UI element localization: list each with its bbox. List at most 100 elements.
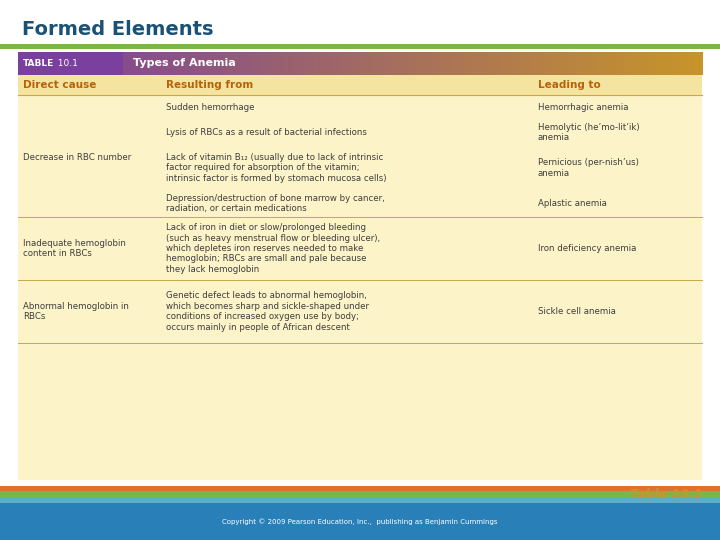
Bar bbox=[395, 52, 397, 75]
Bar bbox=[212, 52, 215, 75]
Bar bbox=[700, 52, 703, 75]
Bar bbox=[608, 52, 612, 75]
Bar bbox=[399, 52, 402, 75]
Bar bbox=[442, 52, 446, 75]
Bar bbox=[237, 52, 240, 75]
Text: Depression/destruction of bone marrow by cancer,
radiation, or certain medicatio: Depression/destruction of bone marrow by… bbox=[166, 194, 384, 213]
Bar bbox=[125, 52, 128, 75]
Bar bbox=[200, 52, 204, 75]
Bar bbox=[626, 52, 630, 75]
Bar bbox=[616, 52, 618, 75]
Bar bbox=[310, 52, 313, 75]
Bar bbox=[287, 52, 290, 75]
Bar bbox=[624, 52, 628, 75]
Bar bbox=[565, 52, 569, 75]
Bar bbox=[63, 52, 67, 75]
Bar bbox=[109, 52, 112, 75]
Bar bbox=[552, 52, 555, 75]
Bar bbox=[362, 52, 366, 75]
Bar bbox=[82, 52, 85, 75]
Bar bbox=[325, 52, 329, 75]
Text: Genetic defect leads to abnormal hemoglobin,
which becomes sharp and sickle-shap: Genetic defect leads to abnormal hemoglo… bbox=[166, 292, 369, 332]
Bar bbox=[178, 52, 181, 75]
Bar bbox=[20, 52, 24, 75]
Bar bbox=[134, 52, 138, 75]
Bar bbox=[98, 52, 101, 75]
Bar bbox=[358, 52, 361, 75]
Bar bbox=[684, 52, 687, 75]
Bar bbox=[39, 52, 42, 75]
Bar bbox=[36, 52, 40, 75]
Bar bbox=[276, 52, 279, 75]
Text: Copyright © 2009 Pearson Education, Inc.,  publishing as Benjamin Cummings: Copyright © 2009 Pearson Education, Inc.… bbox=[222, 518, 498, 525]
Text: Leading to: Leading to bbox=[538, 80, 600, 90]
Bar bbox=[150, 52, 153, 75]
Bar bbox=[696, 52, 698, 75]
Text: Pernicious (per-nish’us)
anemia: Pernicious (per-nish’us) anemia bbox=[538, 158, 639, 178]
Bar bbox=[531, 52, 534, 75]
Bar bbox=[668, 52, 671, 75]
Bar bbox=[168, 52, 172, 75]
Bar bbox=[102, 52, 106, 75]
Bar bbox=[595, 52, 598, 75]
Bar bbox=[547, 52, 550, 75]
Bar bbox=[0, 44, 720, 49]
Bar bbox=[0, 503, 720, 540]
Bar bbox=[586, 52, 589, 75]
Bar bbox=[289, 52, 292, 75]
Bar bbox=[255, 52, 258, 75]
Bar bbox=[583, 52, 587, 75]
Bar bbox=[570, 52, 573, 75]
Bar bbox=[378, 52, 382, 75]
Bar bbox=[207, 52, 210, 75]
Bar bbox=[454, 52, 456, 75]
Bar bbox=[499, 52, 503, 75]
Bar bbox=[572, 52, 575, 75]
Bar bbox=[602, 52, 605, 75]
Bar bbox=[198, 52, 202, 75]
Bar bbox=[567, 52, 571, 75]
Bar bbox=[230, 52, 233, 75]
Text: Hemolytic (he’mo-lit’ik)
anemia: Hemolytic (he’mo-lit’ik) anemia bbox=[538, 123, 639, 142]
Bar bbox=[513, 52, 516, 75]
Bar bbox=[460, 52, 464, 75]
Bar bbox=[641, 52, 644, 75]
Bar bbox=[634, 52, 637, 75]
Bar bbox=[223, 52, 227, 75]
Text: Types of Anemia: Types of Anemia bbox=[133, 58, 235, 69]
Bar bbox=[593, 52, 596, 75]
Bar bbox=[444, 52, 448, 75]
Bar bbox=[575, 52, 577, 75]
Bar bbox=[540, 52, 544, 75]
Bar bbox=[176, 52, 179, 75]
Bar bbox=[383, 52, 386, 75]
Bar bbox=[294, 52, 297, 75]
Bar bbox=[155, 52, 158, 75]
Bar bbox=[458, 52, 462, 75]
Bar bbox=[397, 52, 400, 75]
Bar bbox=[401, 52, 405, 75]
Bar bbox=[340, 52, 343, 75]
Bar bbox=[559, 52, 562, 75]
Bar bbox=[622, 52, 626, 75]
Bar bbox=[221, 52, 224, 75]
Bar bbox=[490, 52, 493, 75]
Bar bbox=[307, 52, 311, 75]
Bar bbox=[413, 52, 415, 75]
Bar bbox=[258, 52, 261, 75]
Bar bbox=[43, 52, 46, 75]
Bar bbox=[613, 52, 616, 75]
Bar bbox=[477, 52, 480, 75]
Bar bbox=[116, 52, 120, 75]
Bar bbox=[342, 52, 345, 75]
Bar bbox=[127, 52, 131, 75]
Bar bbox=[520, 52, 523, 75]
Bar bbox=[148, 52, 151, 75]
Bar bbox=[435, 52, 438, 75]
Bar bbox=[48, 52, 51, 75]
Bar bbox=[403, 52, 407, 75]
Bar bbox=[333, 52, 336, 75]
Bar bbox=[487, 52, 491, 75]
Bar bbox=[239, 52, 243, 75]
Bar bbox=[53, 52, 55, 75]
